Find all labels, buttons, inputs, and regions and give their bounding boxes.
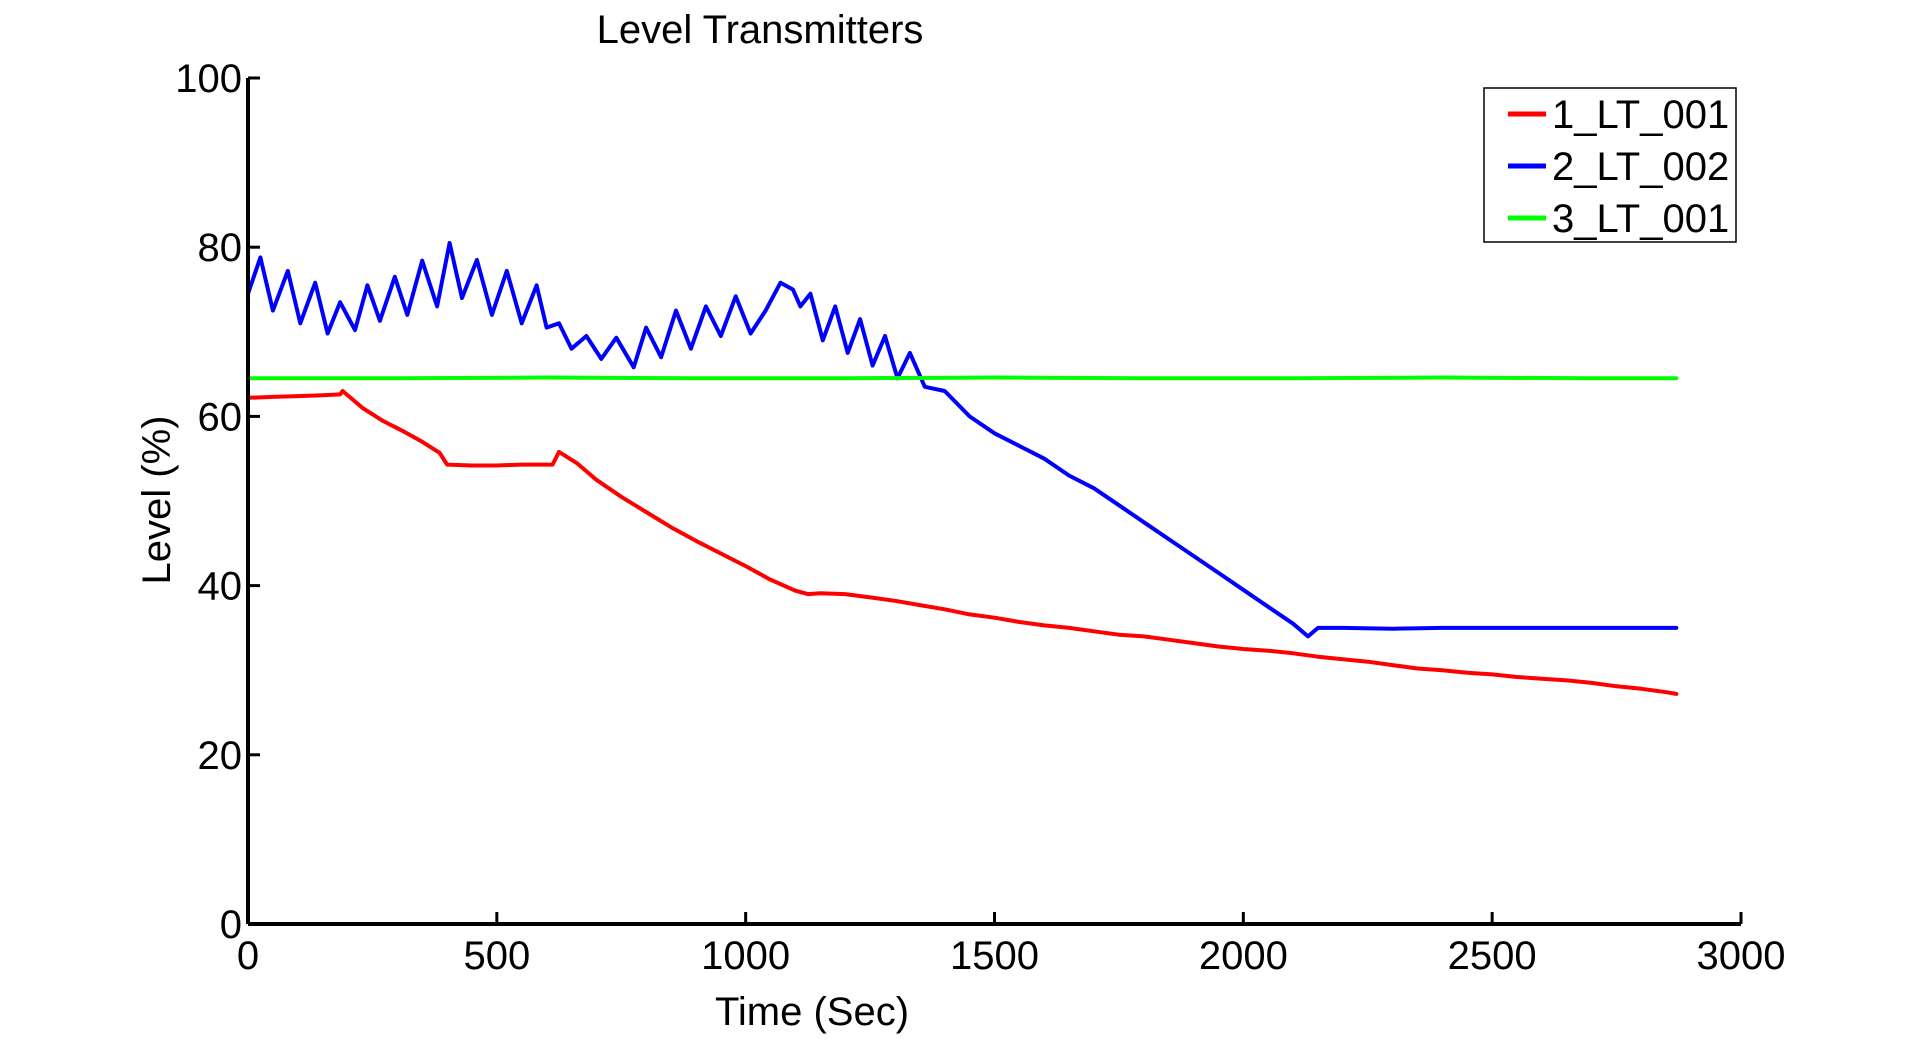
y-ticks: 0 20 40 60 80 100 xyxy=(175,57,260,947)
series-line-3_LT_001 xyxy=(246,375,1679,381)
axes: 0 500 1000 1500 2000 2500 3000 0 20 40 60 80 100 xyxy=(175,57,1785,978)
y-tick-label: 20 xyxy=(198,734,243,778)
series-line-2_LT_002 xyxy=(246,241,1679,639)
y-tick-label: 60 xyxy=(198,395,243,439)
x-tick-label: 3000 xyxy=(1697,934,1786,978)
x-tick-label: 500 xyxy=(463,934,530,978)
x-tick-label: 2000 xyxy=(1199,934,1288,978)
x-tick-label: 2500 xyxy=(1448,934,1537,978)
legend-entry: 1_LT_001 xyxy=(1552,93,1729,137)
y-tick-label: 0 xyxy=(220,903,242,947)
legend-entry: 3_LT_001 xyxy=(1552,197,1729,241)
plot-area xyxy=(246,241,1679,696)
x-tick-label: 0 xyxy=(237,934,259,978)
x-axis-label: Time (Sec) xyxy=(715,990,909,1034)
y-tick-label: 100 xyxy=(175,57,242,101)
legend: 1_LT_001 2_LT_002 3_LT_001 xyxy=(1483,87,1737,243)
y-tick-label: 80 xyxy=(198,226,243,270)
legend-entry: 2_LT_002 xyxy=(1552,145,1729,189)
y-tick-label: 40 xyxy=(198,565,243,609)
series-line-1_LT_001 xyxy=(246,389,1679,696)
y-axis-label: Level (%) xyxy=(135,416,179,585)
x-tick-label: 1500 xyxy=(950,934,1039,978)
x-ticks: 0 500 1000 1500 2000 2500 3000 xyxy=(237,912,1786,978)
chart-title: Level Transmitters xyxy=(597,8,924,52)
x-tick-label: 1000 xyxy=(701,934,790,978)
